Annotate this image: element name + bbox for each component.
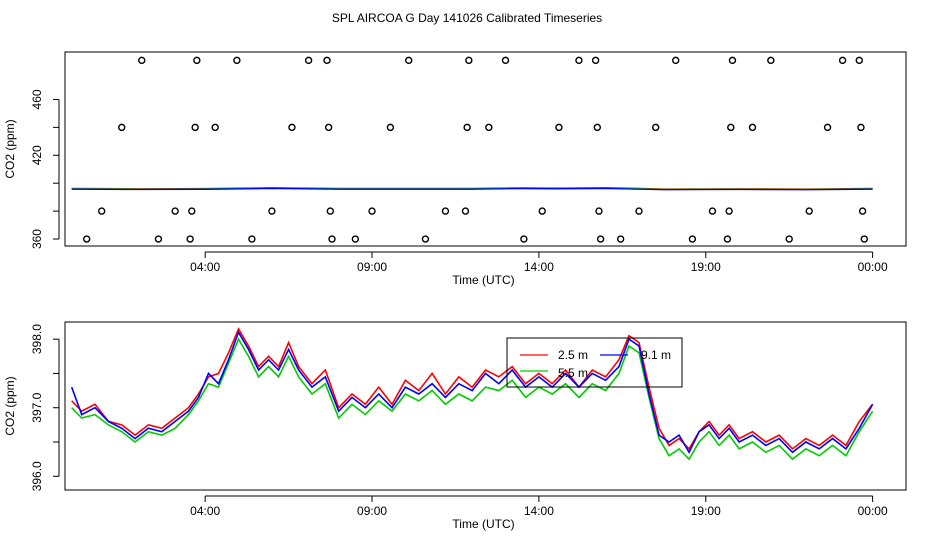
scatter-point <box>211 123 219 132</box>
legend-label: 5.5 m <box>558 366 588 380</box>
scatter-point <box>725 207 733 215</box>
x-tick-label: 14:00 <box>524 504 554 518</box>
x-tick-label: 04:00 <box>190 260 220 274</box>
scatter-point <box>368 207 376 215</box>
scatter-point <box>672 56 680 65</box>
scatter-point <box>727 123 735 132</box>
scatter-point <box>593 123 601 132</box>
scatter-point <box>855 56 863 65</box>
scatter-point <box>351 235 360 243</box>
y-tick-label: 398.0 <box>30 324 44 354</box>
scatter-point <box>652 123 660 132</box>
legend-label: 9.1 m <box>641 348 671 362</box>
scatter-point <box>118 123 126 132</box>
scatter-point <box>405 56 413 65</box>
legend-label: 2.5 m <box>558 348 588 362</box>
scatter-point <box>233 56 241 65</box>
scatter-point <box>188 207 196 215</box>
scatter-point <box>785 235 793 243</box>
scatter-point <box>154 235 163 243</box>
scatter-point <box>501 56 510 65</box>
scatter-point <box>441 207 450 215</box>
scatter-point <box>304 56 313 65</box>
scatter-point <box>723 235 732 243</box>
scatter-point <box>728 56 737 65</box>
plot-frame <box>64 51 907 247</box>
scatter-point <box>288 123 296 132</box>
scatter-point <box>186 235 194 243</box>
x-tick-label: 09:00 <box>357 504 387 518</box>
scatter-point <box>98 207 106 215</box>
scatter-point <box>171 207 179 215</box>
x-axis-label: Time (UTC) <box>452 273 514 287</box>
legend-box <box>506 337 683 388</box>
chart-title: SPL AIRCOA G Day 141026 Calibrated Times… <box>332 11 602 25</box>
x-tick-label: 00:00 <box>858 504 888 518</box>
scatter-point <box>823 123 832 132</box>
scatter-point <box>595 207 603 215</box>
scatter-point <box>596 235 605 243</box>
scatter-point <box>268 207 276 215</box>
scatter-point <box>191 123 199 132</box>
scatter-point <box>386 123 395 132</box>
scatter-point <box>635 207 643 215</box>
y-axis-label: CO2 (ppm) <box>3 119 17 178</box>
y-tick-label: 396.0 <box>30 461 44 491</box>
y-tick-label: 420 <box>30 145 44 165</box>
scatter-point <box>520 235 528 243</box>
x-tick-label: 04:00 <box>190 504 220 518</box>
scatter-point <box>82 235 91 243</box>
scatter-point <box>324 123 333 132</box>
x-tick-label: 09:00 <box>357 260 387 274</box>
timeseries-line <box>71 187 873 191</box>
scatter-point <box>805 207 813 215</box>
scatter-point <box>421 235 430 243</box>
plot-frame <box>64 321 907 491</box>
series-line <box>71 337 874 461</box>
scatter-point <box>860 235 868 243</box>
scatter-point <box>616 235 625 243</box>
y-tick-label: 460 <box>30 89 44 109</box>
scatter-point <box>326 207 335 215</box>
scatter-point <box>463 123 471 132</box>
scatter-point <box>767 56 775 65</box>
scatter-point <box>465 56 473 65</box>
y-tick-label: 397.0 <box>30 392 44 422</box>
x-tick-label: 14:00 <box>524 260 554 274</box>
lower-panel: 04:00 09:00 14:00 19:00 00:00 Time (UTC) 396.0… <box>3 321 907 531</box>
scatter-point <box>688 235 697 243</box>
x-tick-label: 19:00 <box>691 504 721 518</box>
series-line <box>70 330 874 454</box>
scatter-point <box>138 56 146 65</box>
y-axis-label: CO2 (ppm) <box>3 376 17 435</box>
scatter-point <box>461 207 470 215</box>
scatter-point <box>485 123 493 132</box>
x-tick-label: 00:00 <box>858 260 888 274</box>
x-tick-label: 19:00 <box>691 260 721 274</box>
series-line <box>71 327 874 451</box>
scatter-point <box>323 56 331 65</box>
scatter-point <box>858 207 867 215</box>
scatter-point <box>748 123 757 132</box>
scatter-point <box>328 235 336 243</box>
upper-panel: 04:00 09:00 14:00 19:00 00:00 Time (UTC) 360 42… <box>3 51 907 287</box>
scatter-point <box>555 123 563 132</box>
scatter-point <box>193 56 201 65</box>
x-axis-label: Time (UTC) <box>452 517 514 531</box>
y-tick-label: 360 <box>30 229 44 249</box>
legend: 2.5 m 5.5 m 9.1 m <box>506 337 683 388</box>
scatter-point <box>538 207 546 215</box>
scatter-point <box>248 235 256 243</box>
scatter-point <box>591 56 600 65</box>
scatter-point <box>708 207 717 215</box>
scatter-point <box>857 123 865 132</box>
scatter-point <box>838 56 847 65</box>
scatter-point <box>575 56 583 65</box>
